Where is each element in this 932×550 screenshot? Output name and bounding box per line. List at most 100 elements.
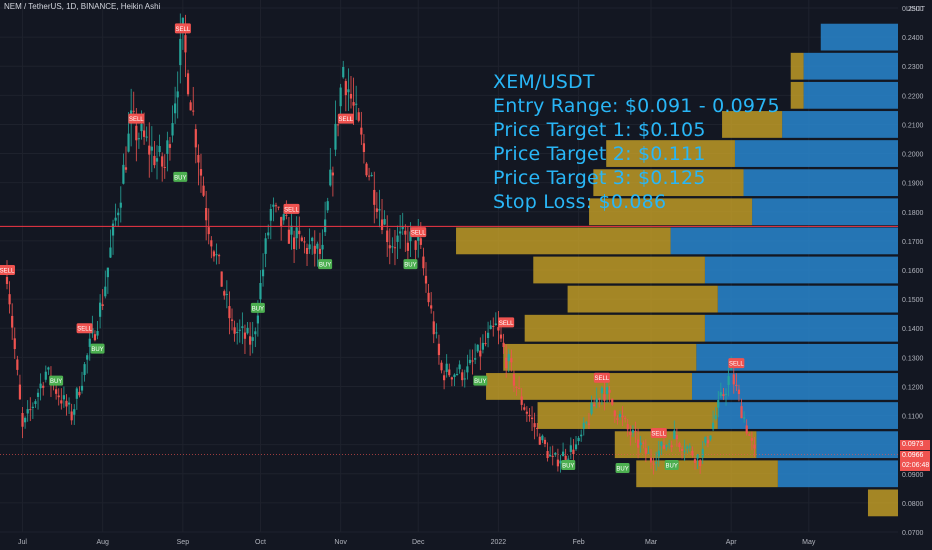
candle-body [285,214,288,216]
candle-body [649,457,653,463]
candle-body [422,256,425,269]
candle-body [497,327,500,331]
candle-body [370,175,373,177]
candle-body [626,424,629,430]
candle-body [688,446,691,448]
candle-body [569,445,572,452]
y-tick-label: 0.1100 [902,414,923,421]
candle-body [484,343,487,345]
x-tick-label: May [802,539,816,546]
candle-body [556,459,560,467]
candle-body [479,350,482,357]
candle-body [135,125,138,141]
candle-body [678,443,681,448]
candle-body [67,402,71,405]
candle-body [750,438,753,441]
candle-body [24,417,27,423]
x-tick-label: Sep [177,539,190,546]
candle-body [605,387,609,394]
y-tick-label: 0.0900 [902,472,924,479]
candle-body [474,358,477,360]
y-tick-label: 0.1600 [902,268,924,275]
candle-body [419,238,422,245]
candle-body [254,331,257,335]
candle-body [31,406,34,408]
candle-body [148,145,151,155]
candle-body [512,373,516,386]
candle-body [559,460,562,464]
candle-body [99,302,102,317]
candle-body [313,245,316,254]
candle-body [246,327,249,334]
candle-body [673,430,676,439]
candle-body [582,422,585,429]
candle-body [587,423,591,425]
vp-up-bar [777,460,898,488]
candle-body [572,449,575,455]
sell-signal: SELL [128,113,145,124]
signal-label: BUY [50,379,62,385]
candle-body [347,89,350,93]
sell-signal: SELL [337,113,354,124]
vp-up-bar [803,81,898,109]
candle-body [455,373,459,375]
candle-body [161,156,164,167]
candle-body [373,189,376,205]
signal-label: BUY [666,464,678,470]
close-price-badge: 0.0966 [900,451,930,461]
candle-body [174,103,177,114]
signal-box [90,343,105,354]
candle-body [507,354,510,362]
candle-body [675,434,678,440]
candle-body [657,450,660,457]
candle-body [427,292,430,303]
candle-body [256,315,259,324]
candle-body [274,205,278,207]
candle-body [78,391,81,396]
y-tick-label: 0.0800 [902,501,924,508]
candle-body [357,112,360,121]
price-target-3: Price Target 3: $0.125 [493,167,706,189]
candle-body [298,230,301,235]
candle-body [362,143,366,152]
candle-body [65,400,68,407]
candle-body [458,364,461,370]
candle-body [44,371,47,380]
candle-body [435,332,438,334]
candle-body [342,66,345,78]
candle-body [502,342,505,348]
candle-body [243,332,247,339]
candle-body [463,378,466,380]
candle-body [492,325,495,327]
vp-up-bar [820,23,898,51]
vp-down-bar [589,198,753,226]
vp-up-bar [670,227,898,255]
candle-body [111,223,115,236]
candle-body [554,452,557,455]
vp-down-bar [790,81,804,109]
candle-body [153,155,156,166]
candle-body [13,338,16,350]
candle-body [466,366,469,373]
candle-body [70,411,73,421]
candle-body [445,363,448,372]
signal-label: SELL [284,207,299,213]
candle-body [140,123,143,132]
vp-up-bar [704,314,898,342]
candle-body [132,110,135,112]
candle-body [238,329,241,331]
candle-body [142,130,146,137]
signal-label: SELL [176,27,191,33]
vp-down-bar [722,111,783,138]
candle-body [199,169,203,176]
candle-body [430,305,433,309]
candle-body [311,237,314,242]
candle-body [536,428,539,430]
candle-body [236,331,239,333]
stop-loss: Stop Loss: $0.086 [493,191,667,213]
candle-body [748,434,751,436]
candle-body [668,443,671,445]
candle-body [261,269,265,277]
vp-down-bar [867,489,898,517]
